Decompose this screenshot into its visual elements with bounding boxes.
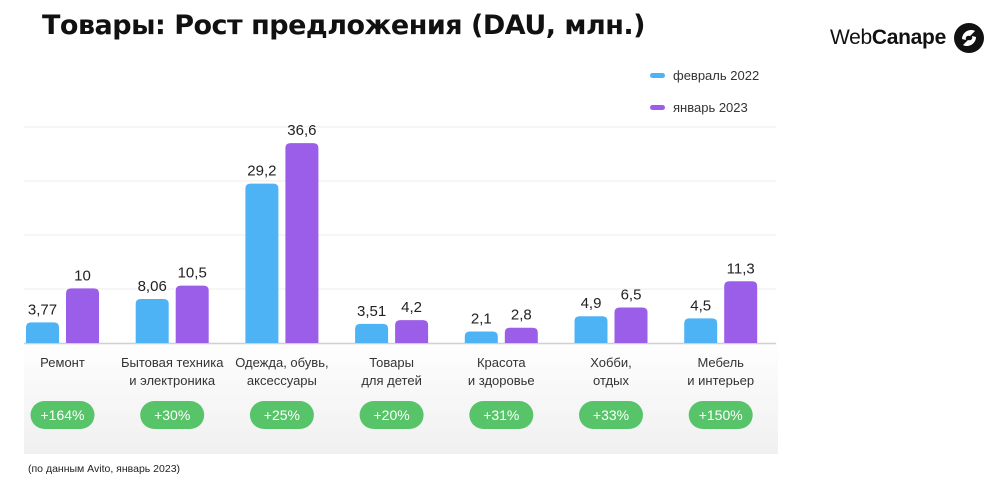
- bar-feb2022: [464, 331, 498, 343]
- data-label: 4,9: [581, 295, 602, 312]
- data-label: 2,1: [471, 311, 492, 328]
- bar-jan2023: [614, 307, 648, 343]
- chart-legend: февраль 2022 январь 2023: [650, 66, 759, 130]
- data-label: 8,06: [138, 278, 167, 295]
- growth-badge-label: +33%: [593, 407, 629, 423]
- bar-feb2022: [26, 322, 59, 343]
- category-label: Бытовая техника: [121, 355, 224, 370]
- category-label: Красота: [477, 355, 526, 370]
- category-label: отдых: [593, 373, 629, 388]
- growth-badge-label: +30%: [154, 407, 190, 423]
- data-label: 11,3: [727, 260, 755, 277]
- legend-label-feb2022: февраль 2022: [673, 67, 760, 83]
- legend-item-jan2023: январь 2023: [650, 98, 759, 116]
- category-label: и интерьер: [687, 373, 754, 388]
- data-label: 10,5: [178, 265, 207, 282]
- category-label: и здоровье: [468, 373, 535, 388]
- bar-jan2023: [504, 327, 538, 343]
- bar-jan2023: [66, 288, 99, 343]
- growth-badge: [359, 401, 424, 429]
- bar-feb2022: [684, 318, 718, 343]
- category-label: и электроника: [129, 373, 216, 388]
- growth-badge-label: +20%: [373, 407, 409, 423]
- growth-badge: [249, 401, 314, 429]
- bar-feb2022: [245, 183, 279, 343]
- bar-feb2022: [355, 323, 389, 343]
- growth-badge: [469, 401, 534, 429]
- brand-logo[interactable]: WebCanape: [830, 20, 985, 56]
- growth-badge: [579, 401, 643, 429]
- data-label: 3,51: [357, 303, 386, 320]
- legend-swatch-feb2022: [650, 72, 665, 78]
- bar-jan2023: [175, 285, 209, 343]
- category-label: Одежда, обувь,: [235, 355, 328, 370]
- bar-jan2023: [285, 143, 319, 343]
- category-label: аксессуары: [247, 373, 317, 388]
- data-label: 6,5: [621, 287, 642, 304]
- growth-badge-label: +25%: [264, 407, 300, 423]
- growth-badge-label: +164%: [41, 407, 85, 423]
- data-label: 3,77: [28, 301, 57, 318]
- growth-badge: [140, 401, 205, 429]
- data-label: 4,2: [401, 299, 422, 316]
- brand-name: WebCanape: [830, 26, 946, 49]
- category-label: Товары: [369, 355, 414, 370]
- legend-swatch-jan2023: [650, 104, 665, 110]
- category-label: Хобби,: [590, 355, 632, 370]
- growth-badge-label: +150%: [699, 407, 743, 423]
- data-label: 10: [74, 267, 91, 284]
- category-label: Ремонт: [40, 355, 85, 370]
- bar-feb2022: [135, 298, 169, 343]
- bar-jan2023: [395, 320, 429, 343]
- data-label: 36,6: [287, 122, 316, 139]
- footnote: (по данным Avito, январь 2023): [28, 463, 181, 475]
- bar-feb2022: [574, 316, 608, 343]
- data-label: 4,5: [690, 297, 711, 314]
- category-label: Мебель: [697, 355, 744, 370]
- legend-item-feb2022: февраль 2022: [650, 66, 759, 84]
- data-label: 2,8: [511, 307, 532, 324]
- chart-panel: [24, 56, 778, 454]
- webcanape-logo-icon: [953, 23, 984, 53]
- data-label: 29,2: [247, 163, 276, 180]
- page-title: Товары: Рост предложения (DAU, млн.): [42, 10, 646, 41]
- legend-label-jan2023: январь 2023: [673, 99, 748, 115]
- growth-badge-label: +31%: [483, 407, 519, 423]
- bar-jan2023: [724, 281, 758, 343]
- growth-badge: [688, 401, 753, 429]
- category-label: для детей: [361, 373, 422, 388]
- growth-badge: [30, 401, 95, 429]
